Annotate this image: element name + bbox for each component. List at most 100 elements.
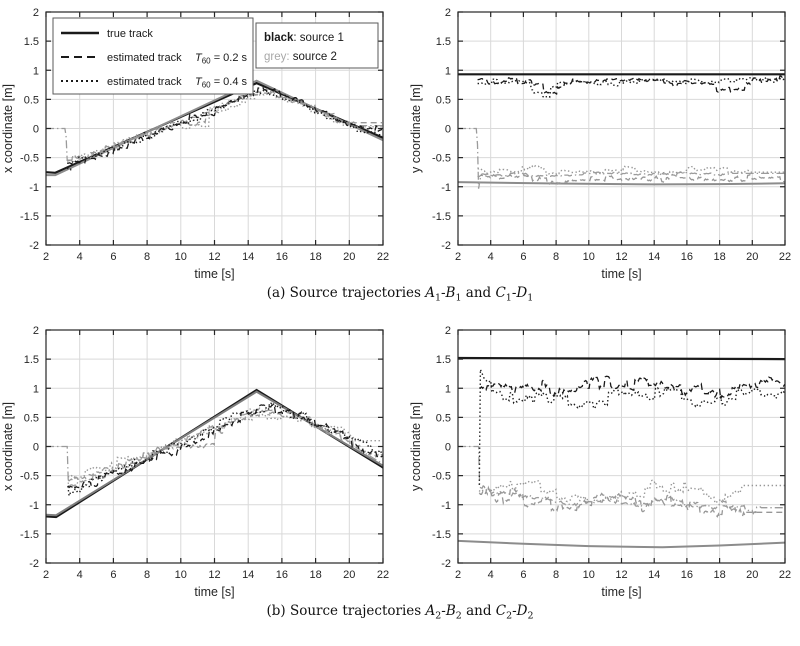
tick-labels: 2 4 6 8 10 12 14 16 18 20 22 -2 -1.5 -1 -0.5 0 0.5 1 1.5 2 <box>20 7 389 263</box>
y-tick-label: 1 <box>33 65 39 77</box>
caption-token: - <box>512 603 517 619</box>
x-tick-label: 12 <box>208 251 220 263</box>
legend-label: estimated track <box>107 76 182 88</box>
tick-labels: 2 4 6 8 10 12 14 16 18 20 22 -2 -1.5 -1 -0.5 0 0.5 1 1.5 2 <box>20 325 389 581</box>
legend-source-label: black: source 1 <box>264 32 344 44</box>
x-tick-label: 4 <box>77 569 83 581</box>
caption-token: C <box>495 285 506 301</box>
y-tick-label: 2 <box>33 325 39 337</box>
y-tick-label: -1 <box>441 182 451 194</box>
x-tick-label: 12 <box>208 569 220 581</box>
y-tick-label: 0.5 <box>24 94 39 106</box>
y-tick-label: -2 <box>441 558 451 570</box>
series-group <box>458 356 785 549</box>
tick-labels: 2 4 6 8 10 12 14 16 18 20 22 -2 -1.5 -1 -0.5 0 0.5 1 1.5 2 <box>432 7 791 263</box>
y-tick-label: -0.5 <box>432 153 451 165</box>
caption-token: D <box>516 603 528 619</box>
subplot-row-a: 2 4 6 8 10 12 14 16 18 20 22 -2 -1.5 -1 -0.5 0 0.5 1 1.5 2 t… <box>0 0 800 282</box>
series-est-source1-t04 <box>478 369 785 485</box>
x-tick-label: 20 <box>746 251 758 263</box>
chart-b-y-coordinate: 2 4 6 8 10 12 14 16 18 20 22 -2 -1.5 -1 -0.5 0 0.5 1 1.5 2 t… <box>400 318 800 600</box>
y-tick-label: 2 <box>445 325 451 337</box>
x-tick-label: 4 <box>488 251 494 263</box>
caption-token: 2 <box>435 610 442 622</box>
figure-source-trajectories: 2 4 6 8 10 12 14 16 18 20 22 -2 -1.5 -1 -0.5 0 0.5 1 1.5 2 t… <box>0 0 800 622</box>
series-true-source2 <box>46 79 383 177</box>
y-tick-label: 1.5 <box>24 354 39 366</box>
subplot-b-x: 2 4 6 8 10 12 14 16 18 20 22 -2 -1.5 -1 -0.5 0 0.5 1 1.5 2 t… <box>1 325 389 599</box>
caption-token: 2 <box>527 610 534 622</box>
grid <box>458 12 785 245</box>
series-est-source1-t02 <box>67 403 383 490</box>
y-tick-label: 1 <box>445 65 451 77</box>
caption-token: (b) Source trajectories <box>266 603 426 619</box>
series-est-source2-t02 <box>478 485 785 520</box>
tick-labels: 2 4 6 8 10 12 14 16 18 20 22 -2 -1.5 -1 -0.5 0 0.5 1 1.5 2 <box>432 325 791 581</box>
caption-token: and <box>461 285 496 301</box>
x-tick-label: 8 <box>144 569 150 581</box>
caption-token: 1 <box>527 292 534 304</box>
caption-token: B <box>445 285 456 301</box>
x-tick-label: 6 <box>520 569 526 581</box>
caption-a: (a) Source trajectories A1-B1 and C1-D1 <box>0 282 800 304</box>
x-tick-label: 18 <box>713 251 725 263</box>
y-tick-label: 0.5 <box>436 412 451 424</box>
chart-a-x-coordinate: 2 4 6 8 10 12 14 16 18 20 22 -2 -1.5 -1 -0.5 0 0.5 1 1.5 2 t… <box>0 0 400 282</box>
x-tick-label: 8 <box>553 251 559 263</box>
y-tick-label: 2 <box>33 7 39 19</box>
y-axis-label: x coordinate [m] <box>1 402 15 491</box>
x-tick-label: 8 <box>144 251 150 263</box>
x-tick-label: 22 <box>377 251 389 263</box>
x-tick-label: 10 <box>583 251 595 263</box>
caption-token: A <box>425 285 435 301</box>
x-tick-label: 16 <box>276 569 288 581</box>
series-est-source1-t02 <box>67 85 383 165</box>
x-tick-label: 6 <box>110 251 116 263</box>
y-tick-label: 1.5 <box>24 36 39 48</box>
subplot-a-x: 2 4 6 8 10 12 14 16 18 20 22 -2 -1.5 -1 -0.5 0 0.5 1 1.5 2 t… <box>1 7 389 281</box>
subplot-a-y: 2 4 6 8 10 12 14 16 18 20 22 -2 -1.5 -1 -0.5 0 0.5 1 1.5 2 t… <box>409 7 791 281</box>
y-tick-label: -2 <box>29 240 39 252</box>
x-tick-label: 4 <box>488 569 494 581</box>
x-tick-label: 18 <box>309 251 321 263</box>
legend-source-label: grey: source 2 <box>264 51 337 63</box>
y-tick-label: -2 <box>29 558 39 570</box>
y-axis-label: y coordinate [m] <box>409 84 423 173</box>
x-tick-label: 14 <box>242 569 254 581</box>
x-tick-label: 14 <box>648 569 660 581</box>
series-est-source1-t02 <box>479 375 785 400</box>
x-tick-label: 4 <box>77 251 83 263</box>
y-tick-label: 1.5 <box>436 354 451 366</box>
y-axis-label: x coordinate [m] <box>1 84 15 173</box>
legend-math: T60 = 0.2 s <box>195 52 248 66</box>
y-tick-label: 0.5 <box>436 94 451 106</box>
y-tick-label: -1.5 <box>432 211 451 223</box>
series-true-source2 <box>458 181 785 186</box>
x-tick-label: 22 <box>779 569 791 581</box>
caption-token: 1 <box>505 292 512 304</box>
series-init-track <box>458 445 785 515</box>
x-tick-label: 6 <box>110 569 116 581</box>
x-tick-label: 8 <box>553 569 559 581</box>
series-est-source2-t04 <box>66 91 382 163</box>
y-tick-label: 1.5 <box>436 36 451 48</box>
x-tick-label: 12 <box>615 569 627 581</box>
x-tick-label: 20 <box>343 569 355 581</box>
caption-b: (b) Source trajectories A2-B2 and C2-D2 <box>0 600 800 622</box>
series-group <box>458 73 785 189</box>
y-tick-label: -1 <box>441 500 451 512</box>
subplot-row-b: 2 4 6 8 10 12 14 16 18 20 22 -2 -1.5 -1 -0.5 0 0.5 1 1.5 2 t… <box>0 318 800 600</box>
y-tick-label: 0 <box>445 124 451 136</box>
caption-token: - <box>440 285 446 301</box>
caption-token: 1 <box>434 292 441 304</box>
y-tick-label: -1 <box>29 182 39 194</box>
series-est-source2-t02 <box>67 409 383 482</box>
x-tick-label: 16 <box>276 251 288 263</box>
y-axis-label: y coordinate [m] <box>409 402 423 491</box>
caption-token: 2 <box>455 610 462 622</box>
series-est-source1-t02 <box>477 75 785 95</box>
x-tick-label: 10 <box>175 251 187 263</box>
subplot-b-y: 2 4 6 8 10 12 14 16 18 20 22 -2 -1.5 -1 -0.5 0 0.5 1 1.5 2 t… <box>409 325 791 599</box>
series-est-source1-t04 <box>67 401 383 499</box>
series-est-source1-t04 <box>66 88 383 171</box>
